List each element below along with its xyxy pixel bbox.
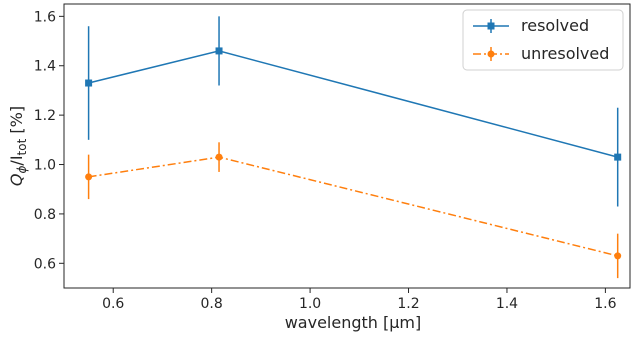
y-tick-label: 0.6 bbox=[34, 256, 56, 272]
data-point bbox=[85, 79, 93, 87]
series-unresolved bbox=[85, 142, 622, 279]
y-tick-label: 0.8 bbox=[34, 207, 56, 223]
legend-marker bbox=[487, 50, 495, 58]
y-tick-label: 1.6 bbox=[34, 9, 56, 25]
legend-label: resolved bbox=[521, 16, 589, 35]
legend-marker bbox=[487, 22, 495, 30]
x-tick-label: 1.6 bbox=[594, 296, 616, 312]
series-line bbox=[88, 156, 618, 257]
legend-item-resolved: resolved bbox=[473, 16, 589, 35]
y-axis-label: Qϕ/Itot [%] bbox=[7, 106, 29, 186]
data-point bbox=[215, 47, 223, 55]
data-point bbox=[215, 153, 223, 161]
axes: 0.6 0.8 1.0 1.2 1.4 1.6 0.6 0.8 1.0 1.2 1.4 1.6 wave… bbox=[7, 3, 631, 332]
data-point bbox=[614, 252, 622, 260]
legend: resolved unresolved bbox=[462, 9, 624, 71]
x-tick-label: 0.6 bbox=[102, 296, 124, 312]
x-tick-label: 1.2 bbox=[397, 296, 419, 312]
legend-box bbox=[462, 9, 624, 71]
y-tick-label: 1.0 bbox=[34, 158, 56, 174]
y-tick-label: 1.4 bbox=[34, 59, 56, 75]
data-point bbox=[85, 173, 93, 181]
x-axis-label: wavelength [μm] bbox=[285, 313, 422, 332]
x-tick-label: 0.8 bbox=[201, 296, 223, 312]
plot-area bbox=[85, 16, 622, 279]
x-tick-label: 1.4 bbox=[496, 296, 518, 312]
y-tick-label: 1.2 bbox=[34, 108, 56, 124]
legend-label: unresolved bbox=[521, 44, 609, 63]
legend-item-unresolved: unresolved bbox=[473, 44, 609, 63]
axes-frame bbox=[63, 3, 631, 289]
series-resolved bbox=[85, 16, 622, 207]
x-tick-label: 1.0 bbox=[299, 296, 321, 312]
data-point bbox=[614, 153, 622, 161]
